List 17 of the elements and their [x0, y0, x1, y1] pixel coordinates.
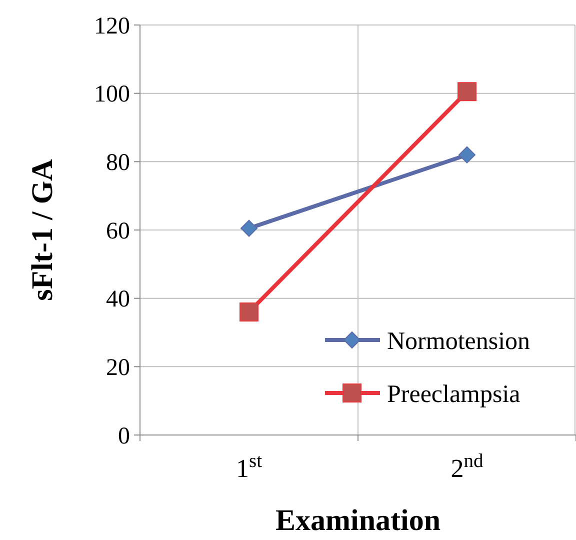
y-tick-label: 80: [106, 150, 130, 176]
y-tick-label: 60: [106, 218, 130, 244]
legend-label: Preeclampsia: [387, 380, 520, 408]
y-tick-label: 120: [94, 13, 130, 40]
y-axis-title: sFlt-1 / GA: [26, 158, 59, 301]
point: [458, 146, 476, 164]
y-tick-label: 0: [118, 423, 130, 450]
y-tick-label: 100: [94, 82, 130, 108]
y-tick-label: 40: [106, 286, 130, 313]
x-axis-title: Examination: [275, 504, 441, 537]
point: [240, 302, 258, 322]
x-tick-label: 2$^{nd}$: [450, 450, 484, 483]
x-tick-label: 1$^{st}$: [236, 450, 263, 483]
point: [458, 82, 476, 102]
legend-label: Normotension: [387, 328, 531, 355]
point: [240, 220, 258, 237]
y-tick-label: 20: [106, 355, 130, 382]
